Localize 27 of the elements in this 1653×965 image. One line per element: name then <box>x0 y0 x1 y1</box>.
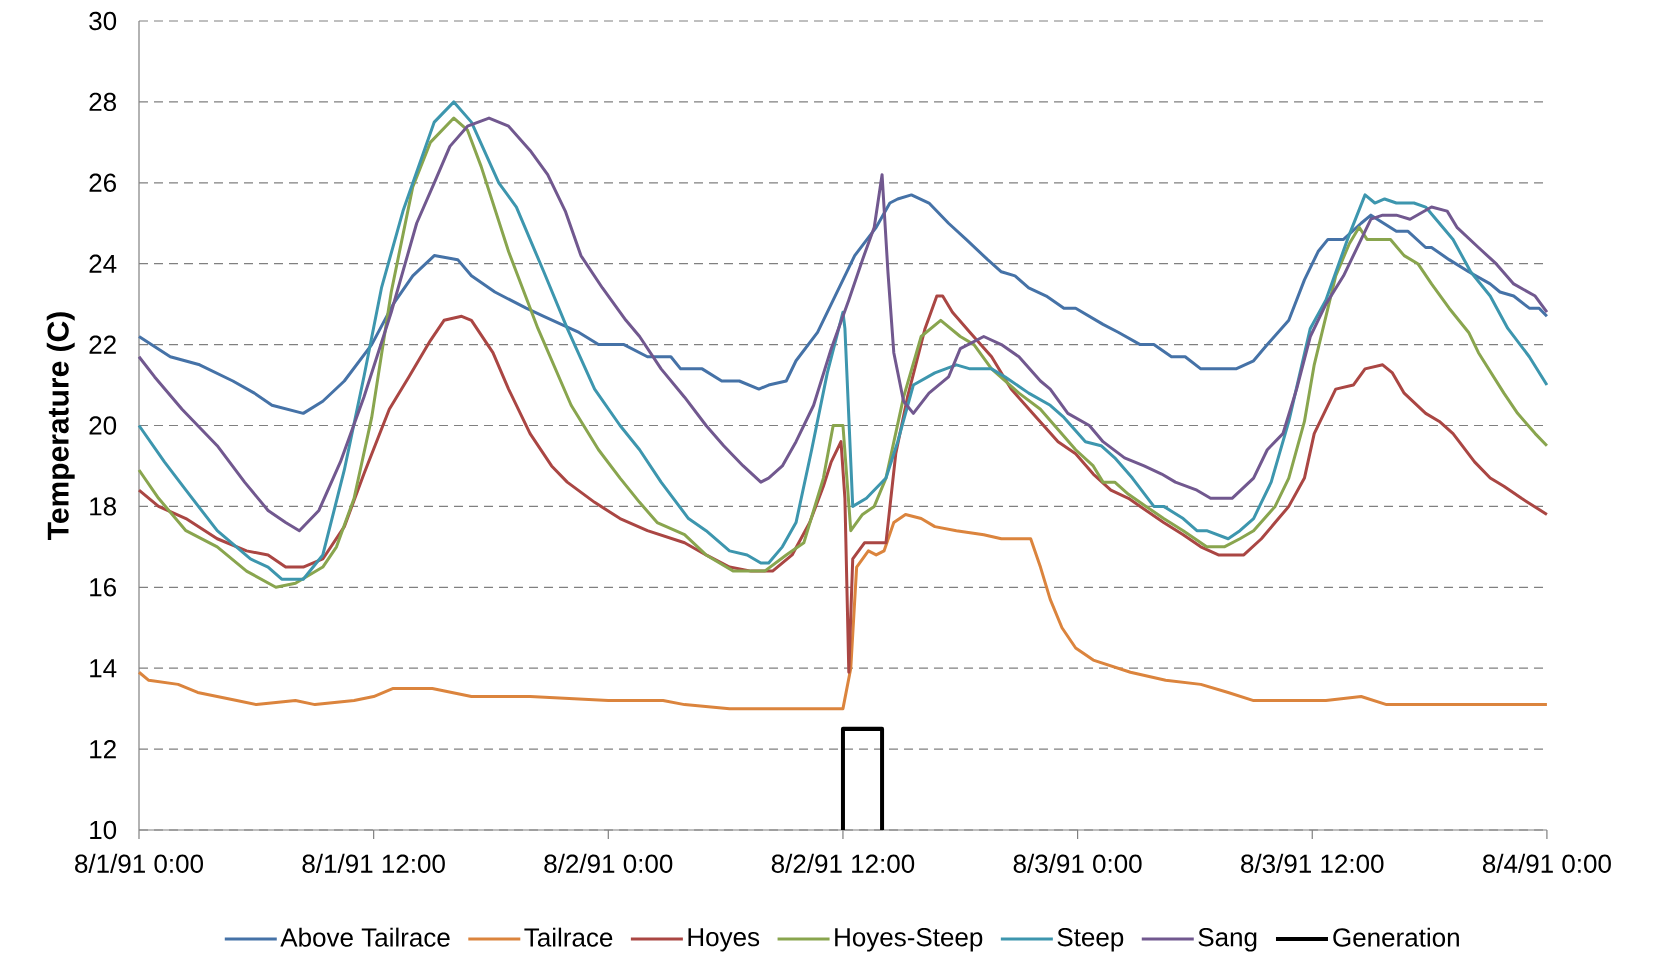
y-tick-label: 10 <box>90 820 117 840</box>
y-tick-label: 14 <box>90 659 117 678</box>
y-tick-label: 24 <box>89 254 117 273</box>
x-tick-label: 8/1/91 12:00 <box>302 853 445 873</box>
y-tick-label: 12 <box>90 740 116 759</box>
y-tick-label: 20 <box>89 416 117 435</box>
y-tick-label: 16 <box>90 578 116 597</box>
y-axis-title: Temperature (C) <box>46 312 75 540</box>
x-tick-label: 8/4/91 0:00 <box>1482 853 1611 873</box>
y-tick-label: 22 <box>89 335 116 354</box>
x-tick-label: 8/1/91 0:00 <box>75 853 203 873</box>
legend-label: Generation <box>1333 927 1459 947</box>
legend-label: Sang <box>1198 927 1257 952</box>
legend-label: Hoyes-Steep <box>835 927 983 952</box>
y-tick-label: 30 <box>89 11 117 31</box>
x-tick-label: 8/2/91 0:00 <box>544 853 673 873</box>
legend-label: Steep <box>1057 927 1124 952</box>
x-tick-label: 8/2/91 12:00 <box>771 853 915 873</box>
line-series <box>137 193 1549 415</box>
legend-label: Tailrace <box>524 927 613 947</box>
legend-label: Hoyes <box>688 928 760 952</box>
y-tick-label: 18 <box>90 497 116 516</box>
x-tick-label: 8/3/91 0:00 <box>1013 853 1142 873</box>
y-tick-label: 28 <box>89 92 116 112</box>
legend-label: Above Tailrace <box>280 927 450 947</box>
x-tick-label: 8/3/91 12:00 <box>1241 853 1384 873</box>
y-tick-label: 26 <box>89 173 116 192</box>
